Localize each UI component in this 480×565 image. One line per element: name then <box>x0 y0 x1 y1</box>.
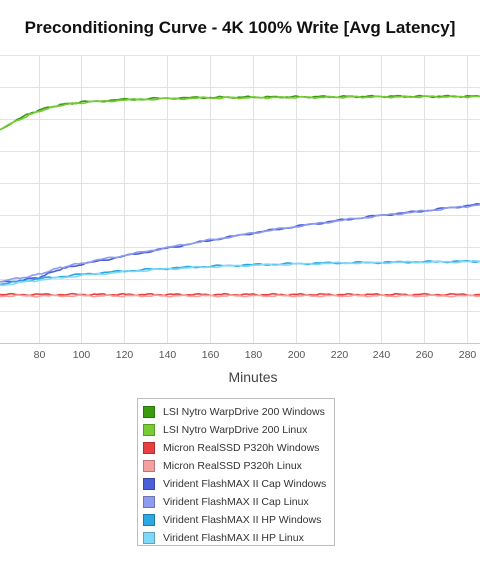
x-tick-label: 220 <box>331 349 349 361</box>
legend-swatch <box>143 496 155 508</box>
x-tick-label: 240 <box>373 349 391 361</box>
series-lines <box>0 94 480 298</box>
legend-label: Micron RealSSD P320h Linux <box>163 460 302 472</box>
chart-title: Preconditioning Curve - 4K 100% Write [A… <box>24 18 456 37</box>
legend-item[interactable]: Virident FlashMAX II HP Windows <box>138 511 334 529</box>
legend-item[interactable]: LSI Nytro WarpDrive 200 Linux <box>138 421 334 439</box>
x-tick-label: 140 <box>159 349 177 361</box>
legend-label: Virident FlashMAX II Cap Linux <box>163 496 309 508</box>
x-tick-label: 120 <box>116 349 134 361</box>
legend: LSI Nytro WarpDrive 200 Windows LSI Nytro… <box>137 398 335 546</box>
legend-item[interactable]: Micron RealSSD P320h Windows <box>138 439 334 457</box>
legend-label: Virident FlashMAX II HP Linux <box>163 532 304 544</box>
legend-item[interactable]: Virident FlashMAX II HP Linux <box>138 529 334 547</box>
series-line <box>0 94 480 131</box>
x-axis: 80 100 120 140 160 180 200 220 240 260 280 <box>0 343 480 361</box>
x-tick-label: 260 <box>416 349 434 361</box>
legend-label: Virident FlashMAX II HP Windows <box>163 514 322 526</box>
x-tick-label: 180 <box>245 349 263 361</box>
legend-label: LSI Nytro WarpDrive 200 Linux <box>163 424 308 436</box>
legend-swatch <box>143 532 155 544</box>
legend-swatch <box>143 424 155 436</box>
legend-swatch <box>143 478 155 490</box>
series-line <box>0 204 480 283</box>
x-tick-label: 80 <box>34 349 46 361</box>
legend-label: LSI Nytro WarpDrive 200 Windows <box>163 406 325 418</box>
legend-label: Micron RealSSD P320h Windows <box>163 442 320 454</box>
x-tick-label: 280 <box>459 349 477 361</box>
x-tick-label: 160 <box>202 349 220 361</box>
legend-item[interactable]: Micron RealSSD P320h Linux <box>138 457 334 475</box>
legend-swatch <box>143 442 155 454</box>
series-line <box>0 260 480 287</box>
legend-swatch <box>143 406 155 418</box>
series-line <box>0 95 480 131</box>
legend-swatch <box>143 514 155 526</box>
x-tick-label: 200 <box>288 349 306 361</box>
legend-item[interactable]: Virident FlashMAX II Cap Linux <box>138 493 334 511</box>
x-tick-label: 100 <box>73 349 91 361</box>
legend-item[interactable]: LSI Nytro WarpDrive 200 Windows <box>138 403 334 421</box>
series-line <box>0 294 480 298</box>
legend-swatch <box>143 460 155 472</box>
legend-item[interactable]: Virident FlashMAX II Cap Windows <box>138 475 334 493</box>
legend-label: Virident FlashMAX II Cap Windows <box>163 478 327 490</box>
x-axis-label: Minutes <box>228 369 278 385</box>
